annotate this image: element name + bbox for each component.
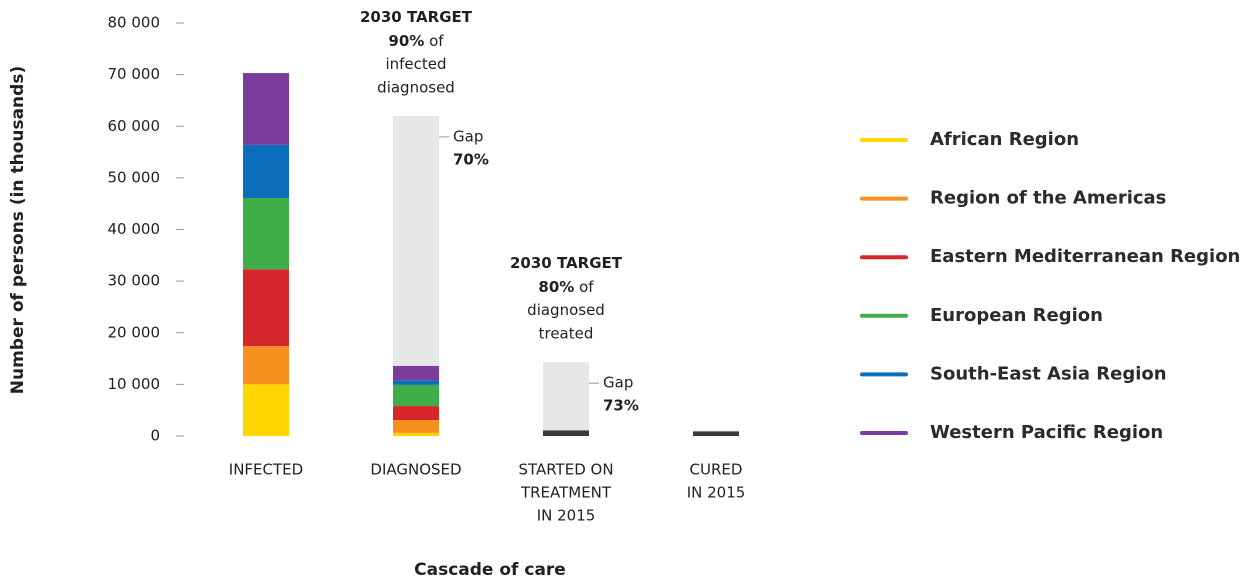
- bar-segment: [393, 365, 439, 381]
- bar-segment: [243, 198, 289, 270]
- gap-label: Gap: [453, 127, 483, 145]
- legend-label: Eastern Mediterranean Region: [930, 246, 1240, 267]
- x-tick-label: TREATMENT: [520, 484, 612, 502]
- target-line: 90% of: [388, 31, 444, 49]
- target-line: 80% of: [538, 278, 594, 296]
- target-percent: 80%: [538, 278, 574, 296]
- gap-label: Gap: [603, 374, 633, 392]
- legend-label: South-East Asia Region: [930, 363, 1167, 384]
- bar-segment: [243, 269, 289, 347]
- bar-segment: [393, 419, 439, 433]
- y-tick-label: 70 000: [108, 65, 161, 83]
- legend-label: African Region: [930, 129, 1079, 150]
- bar-segment: [393, 380, 439, 385]
- y-tick-label: 60 000: [108, 117, 161, 135]
- bar-segment: [693, 431, 739, 436]
- bar-segment: [243, 384, 289, 436]
- target-percent: 90%: [388, 31, 424, 49]
- y-tick-label: 80 000: [108, 14, 161, 32]
- y-tick-label: 20 000: [108, 323, 161, 341]
- y-tick-label: 30 000: [108, 272, 161, 290]
- target-text: of: [579, 278, 594, 296]
- x-tick-label: IN 2015: [537, 507, 596, 525]
- target-heading: 2030 TARGET: [510, 254, 623, 272]
- target-heading: 2030 TARGET: [360, 8, 473, 26]
- x-tick-label: CURED: [690, 461, 743, 479]
- bar-segment: [393, 384, 439, 407]
- target-line: diagnosed: [377, 78, 455, 96]
- legend-label: Western Pacific Region: [930, 422, 1163, 443]
- x-tick-label: INFECTED: [229, 461, 303, 479]
- target-text: of: [429, 31, 444, 49]
- legend-label: European Region: [930, 305, 1103, 326]
- gap-segment: [543, 362, 589, 431]
- target-line: infected: [385, 55, 446, 73]
- y-tick-label: 0: [150, 427, 160, 445]
- x-tick-label: DIAGNOSED: [370, 461, 461, 479]
- gap-percent: 73%: [603, 397, 639, 415]
- gap-segment: [393, 115, 439, 366]
- legend-label: Region of the Americas: [930, 188, 1166, 209]
- target-line: treated: [539, 325, 594, 343]
- y-tick-label: 50 000: [108, 168, 161, 186]
- bar-segment: [243, 144, 289, 199]
- bar-segment: [243, 73, 289, 145]
- y-tick-label: 40 000: [108, 220, 161, 238]
- x-axis-title: Cascade of care: [414, 560, 566, 578]
- x-tick-label: STARTED ON: [518, 461, 613, 479]
- x-tick-label: IN 2015: [687, 484, 746, 502]
- y-axis-title: Number of persons (in thousands): [8, 66, 28, 394]
- bar-segment: [393, 406, 439, 420]
- bar-segment: [393, 432, 439, 436]
- bar-segment: [243, 346, 289, 385]
- bar-segment: [543, 430, 589, 436]
- gap-percent: 70%: [453, 150, 489, 168]
- target-line: diagnosed: [527, 301, 605, 319]
- y-tick-label: 10 000: [108, 375, 161, 393]
